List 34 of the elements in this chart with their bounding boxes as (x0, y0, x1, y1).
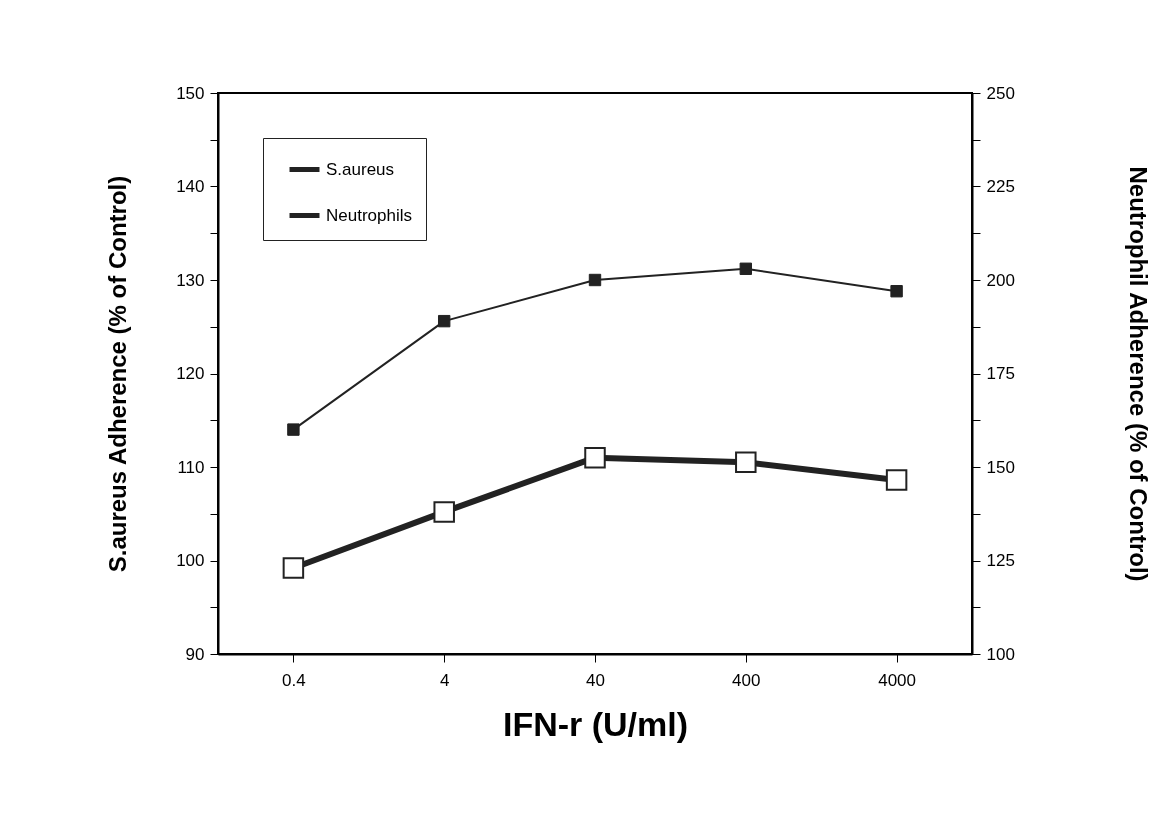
x-tick-label: 4 (439, 670, 450, 690)
x-tick-label: 4000 (878, 670, 917, 690)
x-tick-label: 400 (732, 670, 761, 690)
legend-label: Neutrophils (326, 205, 412, 225)
y2-axis-title: Neutrophil Adherence (% of Control) (1124, 166, 1152, 582)
point (584, 446, 606, 469)
legend-label: S.aureus (326, 159, 395, 179)
y2-tick-label: 125 (986, 551, 1015, 570)
y-tick-label: 150 (176, 83, 205, 103)
point (735, 451, 757, 474)
point (282, 557, 305, 579)
point (438, 314, 451, 328)
y2-tick-label: 150 (986, 457, 1015, 477)
y-tick-label: 140 (176, 177, 205, 196)
point (885, 469, 908, 491)
y-tick-label: 130 (176, 270, 205, 290)
y-axis-title: S.aureus Adherence (% of Control) (104, 175, 132, 573)
point (739, 262, 752, 275)
y-tick-label: 120 (176, 364, 205, 383)
y2-tick-label: 250 (986, 83, 1015, 103)
x-tick-label: 40 (586, 670, 605, 690)
point (588, 273, 602, 287)
point (890, 285, 903, 298)
x-tick-label: 0.4 (282, 670, 306, 690)
x-axis-title: IFN-r (U/ml) (502, 704, 689, 743)
y-tick-label: 90 (185, 644, 205, 664)
y-tick-label: 100 (176, 551, 205, 570)
point (433, 501, 455, 523)
y2-tick-label: 200 (986, 270, 1015, 290)
y2-tick-label: 225 (986, 177, 1015, 196)
point (287, 423, 300, 436)
y-tick-label: 110 (177, 457, 205, 477)
y2-tick-label: 175 (986, 364, 1015, 383)
y2-tick-label: 100 (986, 644, 1015, 664)
